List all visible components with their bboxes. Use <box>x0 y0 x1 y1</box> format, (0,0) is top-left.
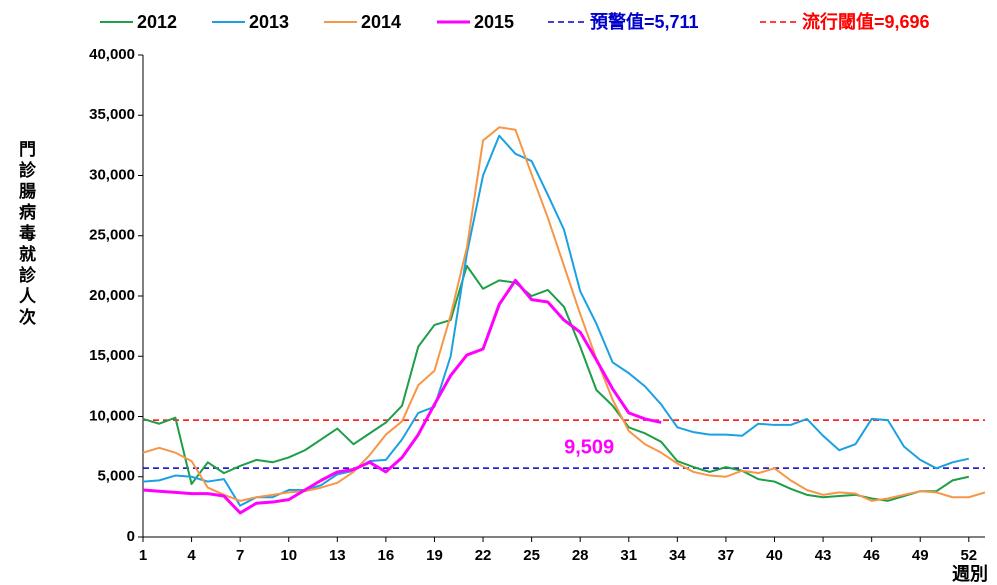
y-tick-label: 15,000 <box>89 347 135 364</box>
legend-label: 2015 <box>474 12 514 32</box>
x-tick-label: 4 <box>187 547 196 564</box>
y-tick-label: 5,000 <box>97 468 135 485</box>
x-axis-label: 週別 <box>952 564 988 585</box>
series-line <box>142 134 970 507</box>
x-tick-label: 28 <box>572 547 589 564</box>
x-tick-label: 1 <box>139 547 147 564</box>
legend-label: 2012 <box>137 12 177 32</box>
x-tick-label: 25 <box>523 547 540 564</box>
y-tick-label: 35,000 <box>89 106 135 123</box>
y-tick-label: 0 <box>127 528 135 545</box>
series-line <box>142 126 986 502</box>
x-tick-label: 7 <box>236 547 244 564</box>
x-tick-label: 40 <box>766 547 783 564</box>
legend-label: 2014 <box>361 12 401 32</box>
x-tick-label: 19 <box>426 547 443 564</box>
y-tick-label: 30,000 <box>89 166 135 183</box>
x-tick-label: 34 <box>669 547 686 564</box>
series-line <box>142 264 970 502</box>
x-tick-label: 13 <box>329 547 346 564</box>
y-tick-label: 10,000 <box>89 407 135 424</box>
y-axis-label: 門診腸病毒就診人次 <box>15 140 36 329</box>
x-tick-label: 49 <box>912 547 929 564</box>
y-tick-label: 25,000 <box>89 227 135 244</box>
x-tick-label: 37 <box>718 547 735 564</box>
x-tick-label: 46 <box>863 547 880 564</box>
x-tick-label: 43 <box>815 547 832 564</box>
x-tick-label: 16 <box>378 547 395 564</box>
x-tick-label: 10 <box>280 547 297 564</box>
y-tick-label: 40,000 <box>89 46 135 63</box>
data-label: 9,509 <box>564 437 614 459</box>
legend-label: 流行閾值=9,696 <box>802 11 930 32</box>
x-tick-label: 31 <box>620 547 637 564</box>
legend-label: 2013 <box>249 12 289 32</box>
legend-label: 預警值=5,711 <box>590 11 699 32</box>
x-tick-label: 52 <box>960 547 977 564</box>
series-line <box>142 278 662 515</box>
y-tick-label: 20,000 <box>89 287 135 304</box>
x-tick-label: 22 <box>475 547 492 564</box>
